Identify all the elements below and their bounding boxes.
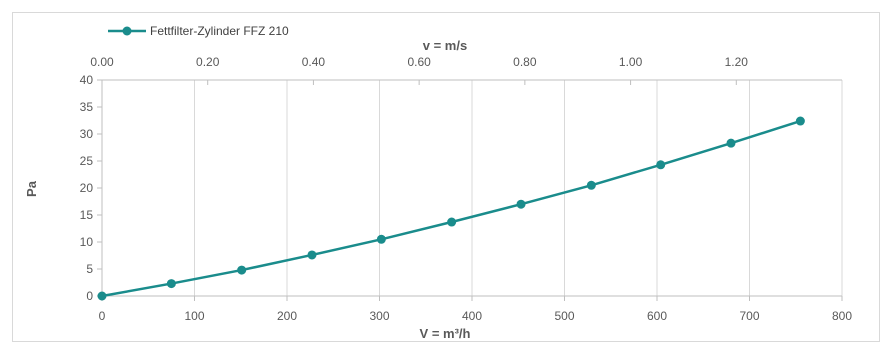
data-point — [376, 234, 386, 244]
y-tick-label: 30 — [80, 127, 94, 141]
data-point — [166, 279, 176, 289]
y-tick-label: 40 — [80, 73, 94, 87]
y-tick-label: 5 — [86, 262, 93, 276]
x2-tick-label: 1.00 — [619, 55, 643, 69]
series-line — [101, 119, 801, 298]
x-tick-label: 0 — [99, 309, 106, 323]
y-axis-title: Pa — [24, 180, 39, 197]
data-point — [516, 199, 526, 209]
y-tick-label: 15 — [80, 208, 94, 222]
data-point — [586, 180, 596, 190]
chart: 0 100 200 300 400 500 600 700 800 0.00 0.20 0.40 0.… — [24, 24, 852, 341]
data-point — [97, 291, 107, 301]
x2-tick-label: 0.40 — [302, 55, 326, 69]
data-point — [795, 116, 805, 126]
legend-swatch-marker — [122, 26, 132, 36]
x-tick-label: 700 — [739, 309, 759, 323]
y-tick-label: 20 — [80, 181, 94, 195]
x-tick-label: 800 — [832, 309, 852, 323]
data-point — [237, 265, 247, 275]
y-tick-label: 0 — [86, 289, 93, 303]
y-tick-label: 10 — [80, 235, 94, 249]
x2-axis-title: v = m/s — [423, 38, 467, 53]
x2-tick-label: 1.20 — [725, 55, 749, 69]
y-ticks: 0 5 10 15 20 25 30 35 40 — [80, 73, 102, 303]
series-layer — [97, 116, 805, 301]
data-point — [307, 250, 317, 260]
x2-tick-label: 0.00 — [90, 55, 114, 69]
x-tick-label: 400 — [462, 309, 482, 323]
x-tick-label: 500 — [554, 309, 574, 323]
legend-label: Fettfilter-Zylinder FFZ 210 — [150, 24, 289, 38]
x-ticks: 0 100 200 300 400 500 600 700 800 — [99, 296, 852, 323]
data-point — [656, 160, 666, 170]
x2-tick-label: 0.60 — [407, 55, 431, 69]
x-tick-label: 300 — [369, 309, 389, 323]
y-tick-label: 35 — [80, 100, 94, 114]
x2-tick-label: 0.20 — [196, 55, 220, 69]
y-tick-label: 25 — [80, 154, 94, 168]
chart-frame: 0 100 200 300 400 500 600 700 800 0.00 0.20 0.40 0.… — [12, 12, 880, 342]
data-point — [726, 138, 736, 148]
grid — [194, 80, 843, 296]
x2-tick-label: 0.80 — [513, 55, 537, 69]
legend: Fettfilter-Zylinder FFZ 210 — [108, 24, 289, 38]
x-tick-label: 200 — [277, 309, 297, 323]
x2-ticks: 0.00 0.20 0.40 0.60 0.80 1.00 1.20 — [90, 55, 748, 85]
x-tick-label: 100 — [184, 309, 204, 323]
data-point — [447, 217, 457, 227]
x-axis-title: V = m³/h — [420, 326, 471, 341]
x-tick-label: 600 — [647, 309, 667, 323]
